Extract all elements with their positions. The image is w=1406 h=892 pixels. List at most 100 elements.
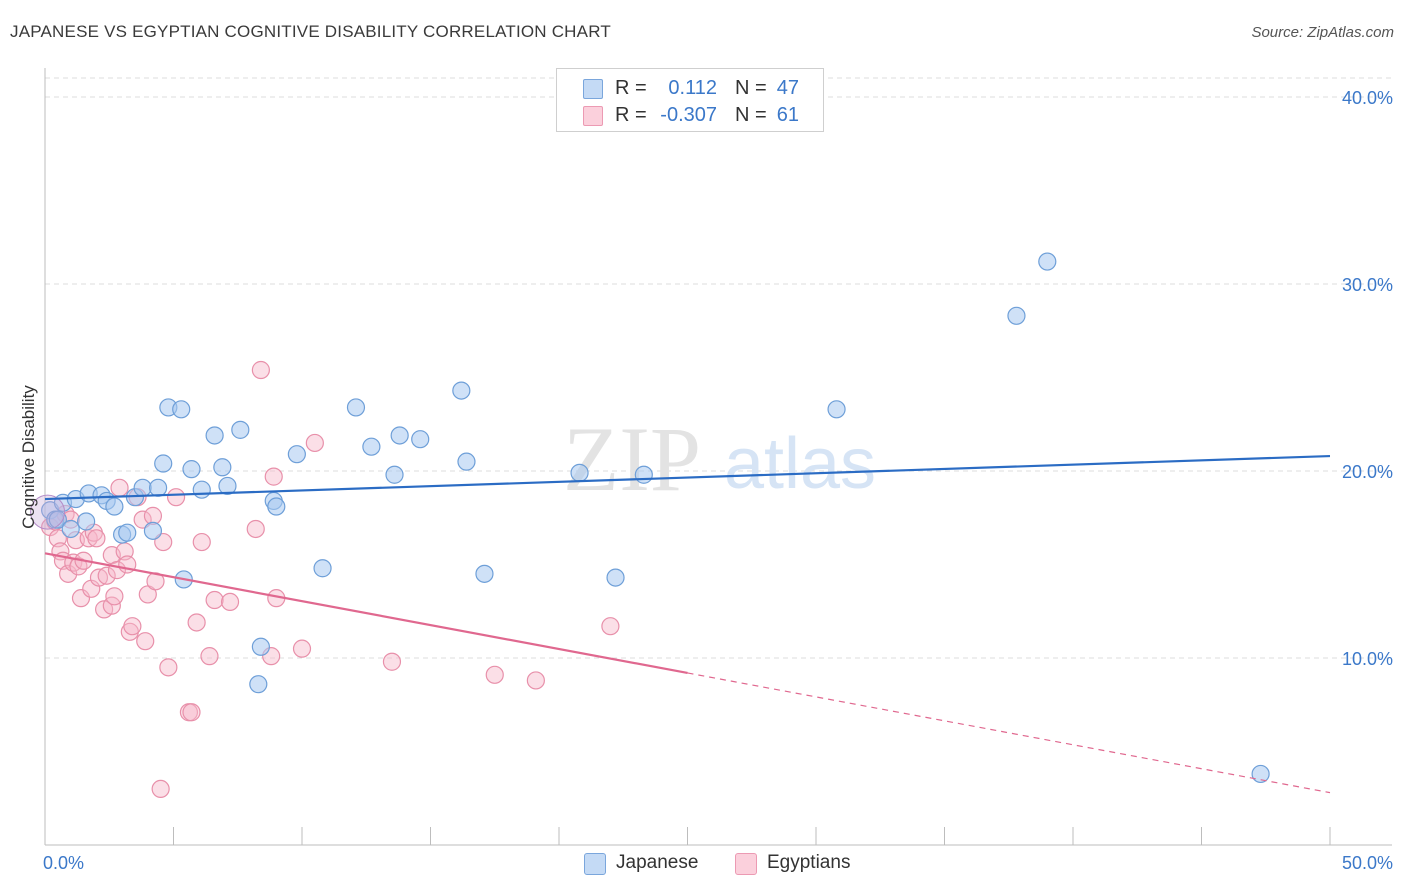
japanese-point [148, 478, 168, 497]
y-tick-label: 40.0% [1342, 88, 1393, 108]
trend-lines [44, 454, 1331, 794]
japanese-point [457, 452, 476, 471]
egyptians-point [205, 590, 224, 610]
egyptians-point [292, 639, 312, 658]
legend-label-japanese: Japanese [616, 852, 699, 873]
x-tick-label: 50.0% [1342, 853, 1393, 873]
japanese-point [205, 426, 224, 445]
legend-r-label: R = [615, 104, 647, 126]
egyptians-point [382, 652, 402, 671]
legend-label-egyptians: Egyptians [767, 852, 851, 873]
egyptians-point [87, 529, 106, 548]
legend-n-value: 61 [776, 104, 799, 126]
japanese-point [475, 564, 494, 583]
japanese-trend-line [44, 454, 1331, 501]
egyptians-point [154, 532, 173, 552]
y-tick-label: 20.0% [1342, 462, 1393, 482]
japanese-point [77, 512, 96, 531]
egyptians-point [485, 665, 504, 684]
japanese-point [1007, 306, 1026, 325]
japanese-point [133, 478, 152, 497]
watermark-atlas: atlas [724, 424, 876, 504]
tick-labels: 10.0% 20.0% 30.0% 40.0% 0.0% 50.0% [43, 88, 1393, 873]
japanese-point [634, 465, 653, 484]
egyptians-point [187, 613, 206, 632]
egyptians-point [305, 433, 324, 453]
cluster-point [30, 494, 66, 530]
legend-swatch-japanese [584, 853, 606, 875]
japanese-point [827, 400, 846, 419]
japanese-point [118, 523, 137, 542]
japanese-point [1251, 764, 1270, 784]
japanese-point [267, 497, 286, 516]
egyptians-point [251, 360, 270, 380]
legend-row-egyptians: R = -0.307 N = 61 [557, 102, 823, 130]
egyptians-point [136, 632, 155, 651]
japanese-point [385, 465, 404, 484]
legend-swatch-japanese [583, 79, 603, 99]
japanese-point [154, 454, 173, 473]
japanese-point [172, 400, 191, 419]
japanese-point [1038, 252, 1057, 271]
egyptians-point [133, 510, 152, 529]
japanese-points [30, 252, 1270, 784]
y-axis-label: Cognitive Disability [19, 385, 38, 529]
legend-n-value: 47 [776, 77, 799, 99]
japanese-point [362, 437, 381, 456]
legend-r-value: -0.307 [660, 104, 717, 126]
japanese-point [182, 460, 201, 479]
egyptians-point [264, 467, 283, 486]
egyptians-point [526, 671, 545, 690]
watermark-zip: ZIP [563, 408, 701, 510]
legend-r-label: R = [615, 77, 647, 99]
egyptians-point [159, 658, 178, 677]
japanese-point [249, 675, 268, 694]
egyptians-point [71, 589, 91, 608]
egyptians-point [246, 519, 265, 539]
correlation-legend: R = 0.112 N = 47 R = -0.307 N = 61 [556, 68, 824, 132]
y-tick-label: 10.0% [1342, 649, 1393, 669]
egyptians-point [59, 564, 78, 583]
egyptians-point [166, 488, 186, 507]
chart-title: JAPANESE VS EGYPTIAN COGNITIVE DISABILIT… [10, 22, 611, 41]
egyptians-point [220, 592, 240, 612]
japanese-point [213, 458, 232, 477]
grid-layer [45, 77, 1392, 659]
japanese-point [287, 445, 306, 464]
japanese-point [390, 426, 409, 445]
egyptians-trend-line [44, 552, 688, 675]
egyptians-point [110, 478, 129, 497]
egyptians-point [69, 557, 88, 576]
japanese-point [606, 568, 625, 587]
egyptians-point [151, 779, 170, 799]
legend-swatch-egyptians [583, 106, 603, 126]
egyptians-point [97, 566, 116, 585]
japanese-point [105, 497, 124, 516]
x-tick-label: 0.0% [43, 853, 84, 873]
japanese-point [346, 398, 366, 417]
legend-r-value: 0.112 [668, 77, 717, 99]
japanese-point [218, 476, 237, 496]
egyptians-point [123, 617, 142, 636]
japanese-point [313, 559, 332, 578]
watermark: ZIP atlas [563, 408, 876, 510]
japanese-point [48, 510, 67, 529]
legend-row-japanese: R = 0.112 N = 47 [557, 75, 823, 103]
axis-layer [44, 68, 1392, 846]
japanese-point [452, 381, 471, 400]
legend-n-label: N = [735, 104, 767, 126]
egyptians-point [601, 617, 620, 636]
legend-n-label: N = [735, 77, 767, 99]
legend-swatch-egyptians [735, 853, 757, 875]
japanese-point [61, 519, 80, 539]
japanese-point [143, 521, 163, 540]
y-tick-label: 30.0% [1342, 275, 1393, 295]
egyptians-point [105, 587, 124, 606]
egyptians-trend-extension [687, 672, 1331, 794]
source-credit: Source: ZipAtlas.com [1251, 24, 1394, 41]
japanese-point [570, 463, 589, 482]
egyptians-point [200, 647, 219, 666]
japanese-point [251, 637, 270, 656]
japanese-point [231, 420, 250, 439]
